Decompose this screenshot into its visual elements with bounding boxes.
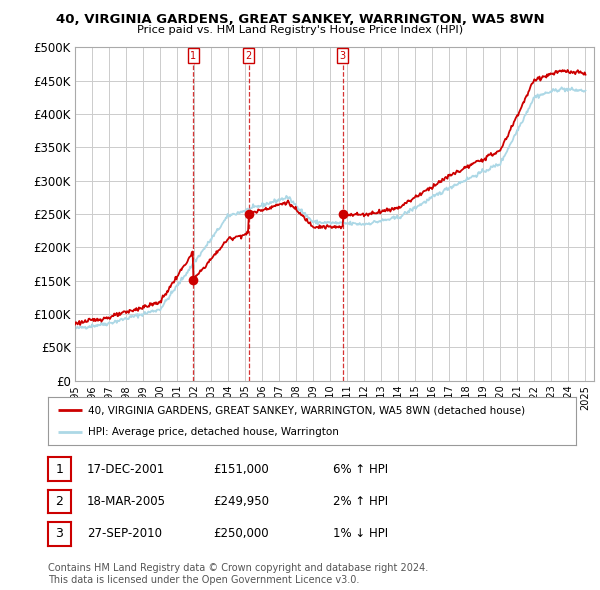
Text: 1: 1 xyxy=(190,51,196,61)
Text: Contains HM Land Registry data © Crown copyright and database right 2024.
This d: Contains HM Land Registry data © Crown c… xyxy=(48,563,428,585)
Text: 17-DEC-2001: 17-DEC-2001 xyxy=(87,463,165,476)
Text: Price paid vs. HM Land Registry's House Price Index (HPI): Price paid vs. HM Land Registry's House … xyxy=(137,25,463,35)
Text: 2: 2 xyxy=(245,51,252,61)
Text: 3: 3 xyxy=(55,527,64,540)
Text: 18-MAR-2005: 18-MAR-2005 xyxy=(87,495,166,508)
Text: £250,000: £250,000 xyxy=(213,527,269,540)
Text: 1% ↓ HPI: 1% ↓ HPI xyxy=(333,527,388,540)
Text: 1: 1 xyxy=(55,463,64,476)
Text: 2% ↑ HPI: 2% ↑ HPI xyxy=(333,495,388,508)
Text: HPI: Average price, detached house, Warrington: HPI: Average price, detached house, Warr… xyxy=(88,427,338,437)
Text: 40, VIRGINIA GARDENS, GREAT SANKEY, WARRINGTON, WA5 8WN: 40, VIRGINIA GARDENS, GREAT SANKEY, WARR… xyxy=(56,13,544,26)
Text: 6% ↑ HPI: 6% ↑ HPI xyxy=(333,463,388,476)
Text: 40, VIRGINIA GARDENS, GREAT SANKEY, WARRINGTON, WA5 8WN (detached house): 40, VIRGINIA GARDENS, GREAT SANKEY, WARR… xyxy=(88,405,525,415)
Text: £151,000: £151,000 xyxy=(213,463,269,476)
Text: 2: 2 xyxy=(55,495,64,508)
Text: £249,950: £249,950 xyxy=(213,495,269,508)
Text: 3: 3 xyxy=(340,51,346,61)
Text: 27-SEP-2010: 27-SEP-2010 xyxy=(87,527,162,540)
